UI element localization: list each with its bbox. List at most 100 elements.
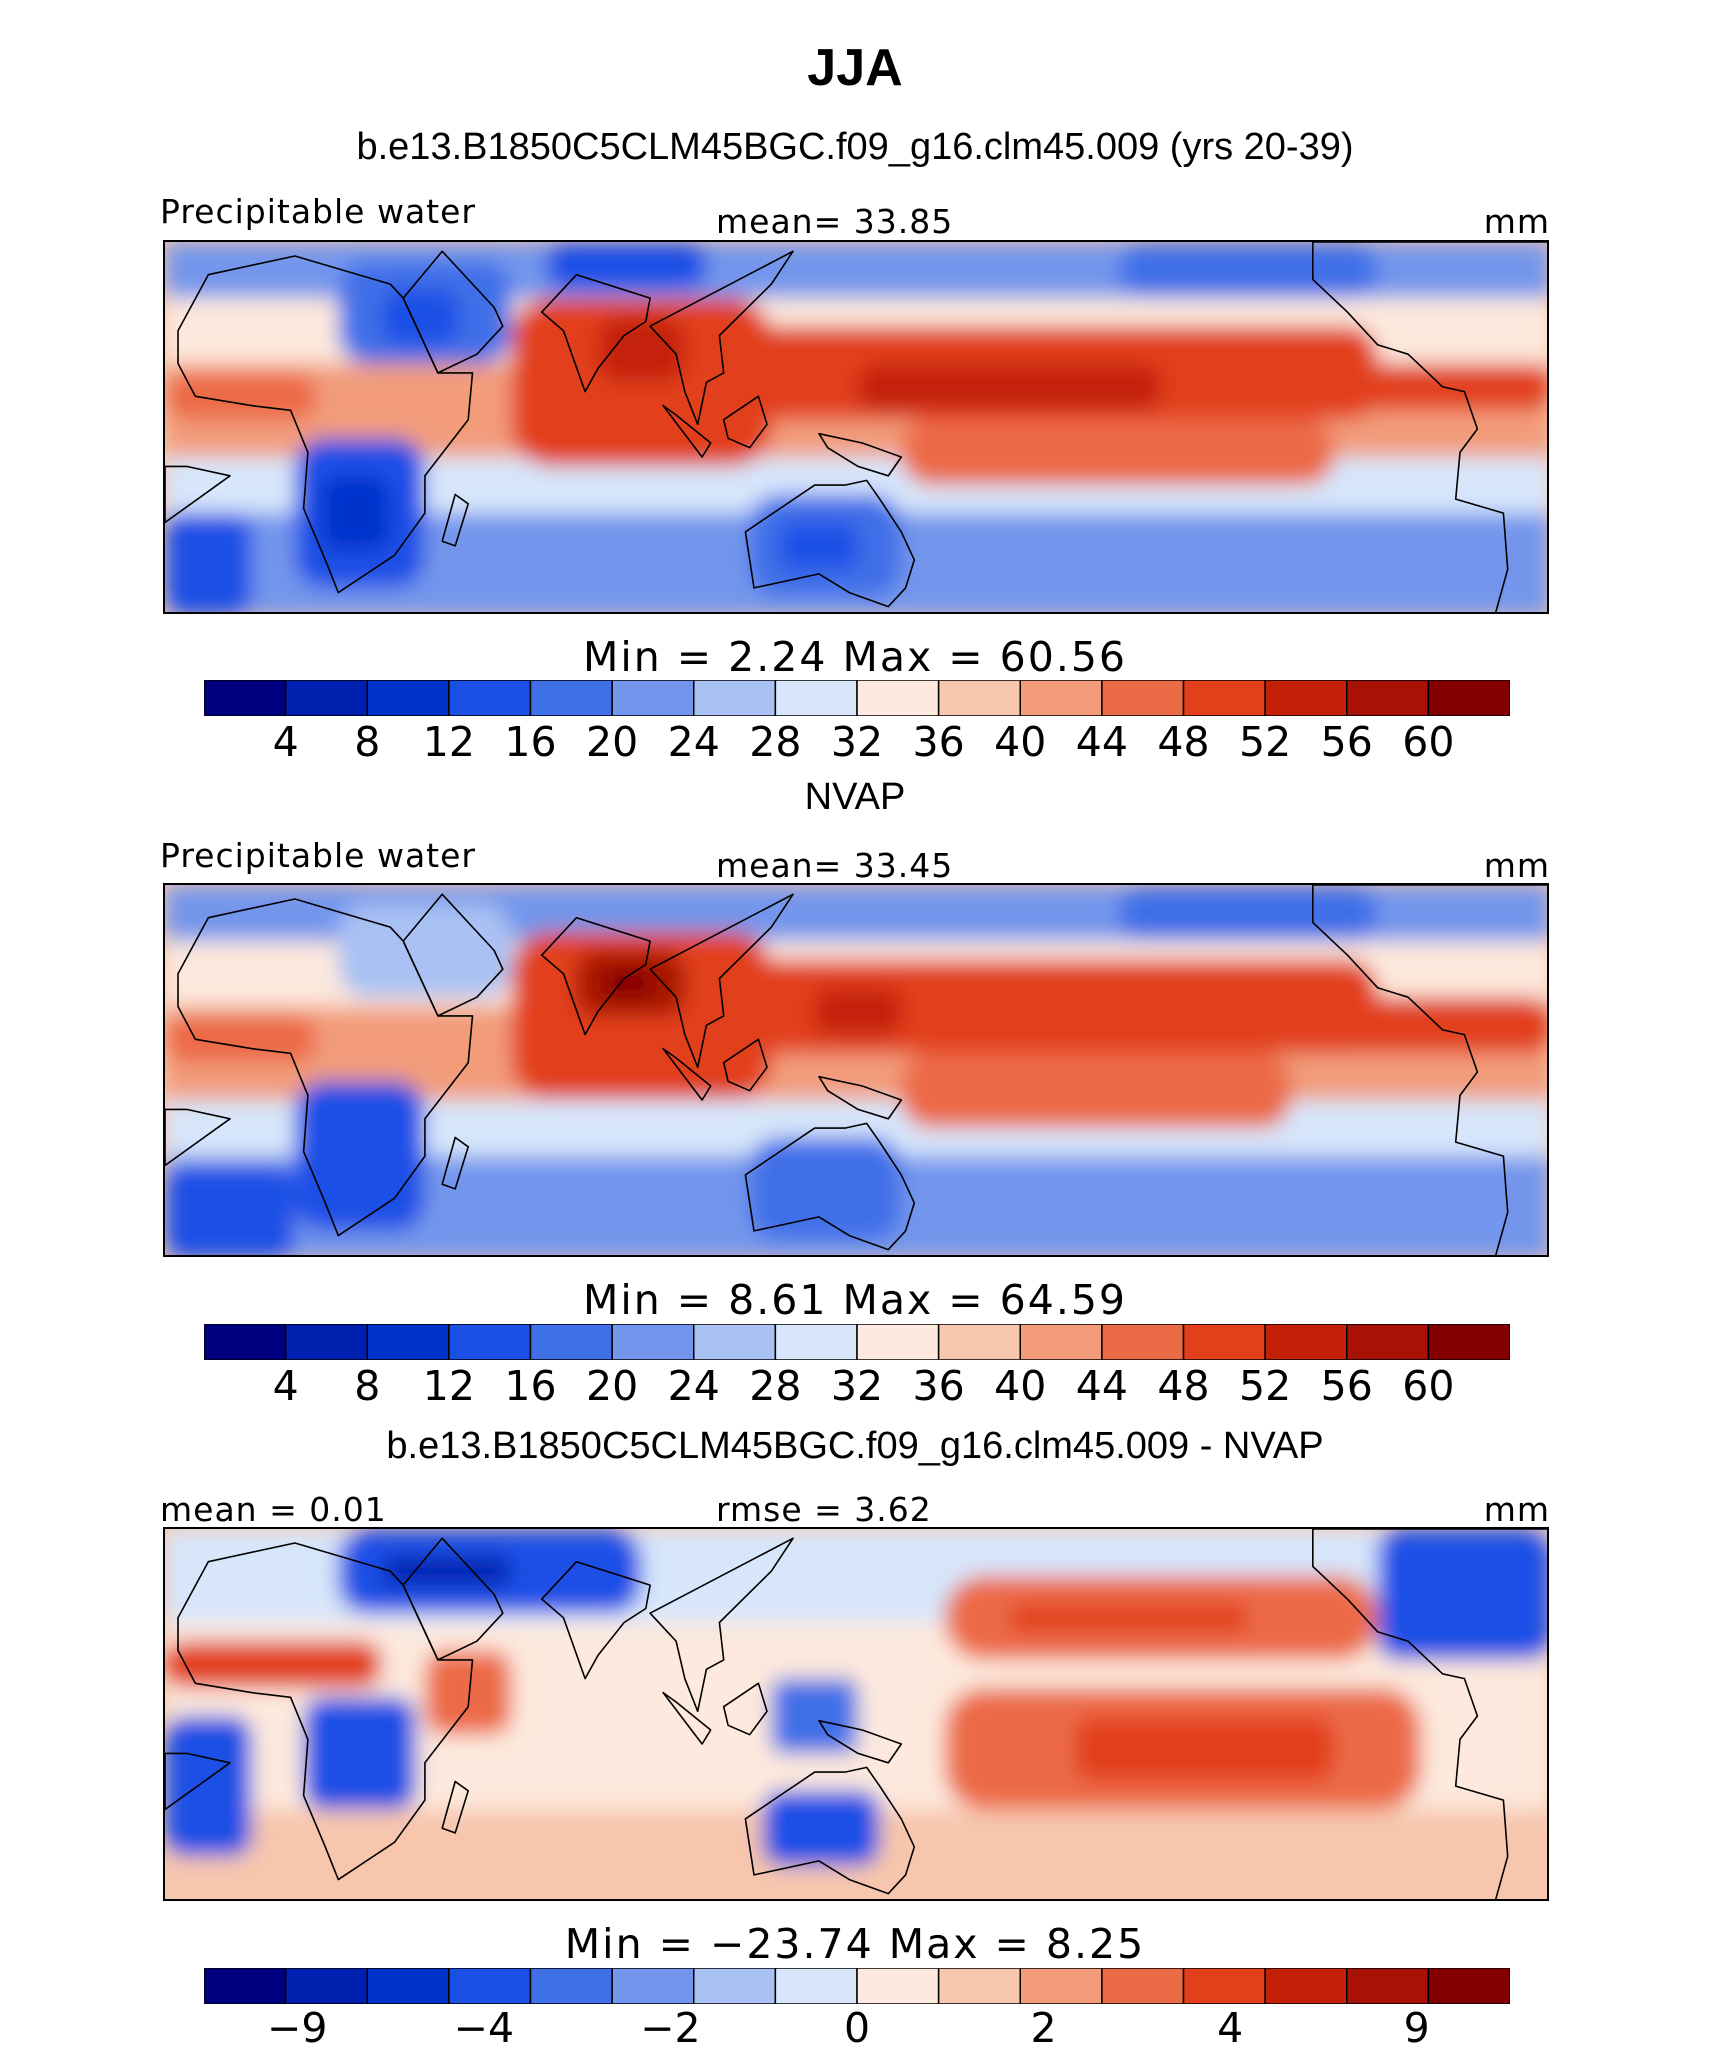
coastline: [441, 1780, 470, 1834]
colorbar-swatch: [611, 1968, 695, 2004]
colorbar-swatch: [366, 680, 450, 716]
colorbar-swatch: [1264, 1324, 1348, 1360]
colorbar-tick-label: 12: [422, 1362, 475, 1410]
coastline: [662, 1047, 712, 1101]
panel-2-map: [163, 883, 1549, 1257]
colorbar-swatch: [448, 680, 532, 716]
colorbar-tick-label: 52: [1239, 718, 1292, 766]
colorbar-swatch: [693, 1324, 777, 1360]
panel-1-colorbar: [204, 680, 1510, 716]
coastline: [402, 1537, 504, 1661]
coastline: [177, 898, 474, 1237]
panel-1-min-max: Min = 2.24 Max = 60.56: [582, 633, 1128, 681]
colorbar-tick-label: 48: [1157, 718, 1210, 766]
coastline: [177, 255, 474, 594]
colorbar-tick-label: 56: [1320, 718, 1373, 766]
colorbar-tick-label: −9: [267, 2004, 328, 2052]
panel-2-colorbar: [204, 1324, 1510, 1360]
colorbar-swatch: [1101, 1968, 1185, 2004]
coastline: [177, 1542, 474, 1881]
field-region: [749, 1137, 902, 1241]
panel-3-colorbar-ticks: −9 −4 −2 0 2 4 9: [204, 2004, 1510, 2054]
colorbar-swatch: [1427, 1968, 1510, 2004]
colorbar-swatch: [1264, 1968, 1348, 2004]
colorbar-tick-label: 52: [1239, 1362, 1292, 1410]
field-region: [901, 1053, 1292, 1129]
colorbar-swatch: [204, 1324, 287, 1360]
field-region: [165, 372, 317, 420]
colorbar-tick-label: 16: [504, 1362, 557, 1410]
colorbar-tick-label: 4: [1217, 2004, 1244, 2052]
colorbar-tick-label: 36: [912, 1362, 965, 1410]
panel-3-map: [163, 1527, 1549, 1901]
colorbar-tick-label: 48: [1157, 1362, 1210, 1410]
field-region: [165, 1165, 295, 1255]
colorbar-tick-label: 0: [843, 2004, 871, 2052]
coastline: [818, 432, 903, 477]
field-region: [1291, 997, 1547, 1054]
panel-2-units-label: mm: [1483, 846, 1550, 885]
coastline: [662, 404, 712, 458]
coastline: [649, 893, 794, 1069]
field-region: [424, 1650, 512, 1735]
panel-3-title: b.e13.B1850C5CLM45BGC.f09_g16.clm45.009 …: [386, 1425, 1324, 1467]
coastline: [402, 250, 504, 374]
colorbar-swatch: [1182, 1968, 1266, 2004]
colorbar-swatch: [1346, 680, 1430, 716]
field-region: [1074, 1716, 1335, 1782]
field-region: [165, 1716, 252, 1857]
coastline: [540, 273, 651, 393]
field-region: [1009, 1603, 1248, 1632]
panel-3-mean-label: mean = 0.01: [160, 1490, 387, 1529]
colorbar-swatch: [448, 1968, 532, 2004]
colorbar-tick-label: 44: [1075, 1362, 1128, 1410]
colorbar-tick-label: 56: [1320, 1362, 1373, 1410]
colorbar-swatch: [1264, 680, 1348, 716]
colorbar-swatch: [284, 1968, 368, 2004]
coastline: [540, 916, 651, 1036]
coastline: [1312, 885, 1547, 1255]
colorbar-swatch: [937, 1968, 1021, 2004]
colorbar-tick-label: 40: [994, 718, 1047, 766]
panel-1-variable-label: Precipitable water: [160, 192, 476, 231]
coastline: [722, 395, 768, 449]
colorbar-swatch: [529, 1324, 613, 1360]
panel-1-units-label: mm: [1483, 202, 1550, 241]
colorbar-tick-label: 32: [830, 1362, 884, 1410]
panel-1-colorbar-ticks: 4 8 12 16 20 24 28 32 36 40 44 48 52 56 60: [204, 718, 1510, 768]
coastline: [165, 1108, 231, 1167]
colorbar-swatch: [529, 1968, 613, 2004]
colorbar-tick-label: 60: [1402, 718, 1455, 766]
colorbar-swatch: [693, 680, 777, 716]
field-region: [338, 903, 512, 998]
colorbar-tick-label: 12: [422, 718, 475, 766]
field-region: [858, 363, 1162, 411]
colorbar-tick-label: 24: [667, 1362, 720, 1410]
field-region: [381, 1557, 512, 1586]
colorbar-swatch: [204, 1968, 287, 2004]
coastline: [744, 1766, 916, 1895]
coastline: [1312, 1529, 1547, 1899]
field-region: [165, 1015, 317, 1063]
colorbar-tick-label: 4: [272, 1362, 299, 1410]
panel-2-title: NVAP: [804, 776, 906, 818]
panel-3-rmse-label: rmse = 3.62: [716, 1490, 932, 1529]
colorbar-tick-label: 8: [354, 718, 381, 766]
colorbar-swatch: [284, 680, 368, 716]
colorbar-tick-label: 60: [1402, 1362, 1455, 1410]
panel-2-variable-label: Precipitable water: [160, 836, 476, 875]
coastline: [441, 493, 470, 547]
field-region: [901, 419, 1335, 486]
colorbar-swatch: [529, 680, 613, 716]
colorbar-tick-label: 28: [749, 1362, 802, 1410]
colorbar-tick-label: −2: [640, 2004, 701, 2052]
colorbar-swatch: [1427, 1324, 1510, 1360]
field-region: [1117, 242, 1378, 299]
panel-3-units-label: mm: [1483, 1490, 1550, 1529]
panel-2-mean-label: mean= 33.45: [716, 846, 954, 885]
coastline: [540, 1560, 651, 1680]
panel-1-title: b.e13.B1850C5CLM45BGC.f09_g16.clm45.009 …: [356, 126, 1354, 168]
field-region: [165, 513, 252, 612]
colorbar-swatch: [1346, 1968, 1430, 2004]
panel-3-colorbar: [204, 1968, 1510, 2004]
